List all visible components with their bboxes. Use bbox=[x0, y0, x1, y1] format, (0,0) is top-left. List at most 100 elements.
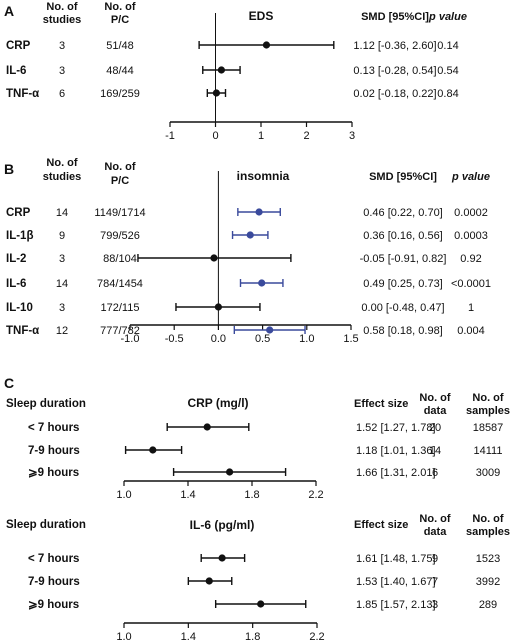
point-estimate bbox=[266, 326, 274, 334]
row-label: < 7 hours bbox=[28, 422, 79, 434]
row-studies: 3 bbox=[59, 302, 65, 314]
row-label: < 7 hours bbox=[28, 553, 79, 565]
header-pc-line1: No. of bbox=[104, 161, 135, 173]
row-studies: 12 bbox=[56, 325, 68, 337]
panel-label: A bbox=[4, 3, 14, 19]
row-pc: 799/526 bbox=[100, 230, 140, 242]
header-smd: SMD [95%CI] bbox=[369, 171, 437, 183]
row-smd-ci: 0.00 [-0.48, 0.47] bbox=[361, 302, 444, 314]
x-tick-label: 1.4 bbox=[181, 631, 196, 642]
row-pc: 51/48 bbox=[106, 40, 134, 52]
x-tick-label: 1.0 bbox=[116, 489, 131, 501]
row-studies: 14 bbox=[56, 207, 68, 219]
row-effect-size: 1.52 [1.27, 1.78] bbox=[356, 422, 436, 434]
row-n-data: 20 bbox=[429, 422, 441, 434]
row-studies: 3 bbox=[59, 40, 65, 52]
row-label: TNF-α bbox=[6, 325, 39, 337]
x-tick-label: 1.0 bbox=[299, 333, 314, 345]
x-tick-label: 1.4 bbox=[180, 489, 195, 501]
row-studies: 6 bbox=[59, 88, 65, 100]
row-smd-ci: 1.12 [-0.36, 2.60] bbox=[353, 40, 436, 52]
row-pc: 784/1454 bbox=[97, 278, 143, 290]
row-n-samples: 18587 bbox=[473, 422, 504, 434]
row-n-data: 14 bbox=[429, 445, 441, 457]
x-tick-label: 2.2 bbox=[308, 489, 323, 501]
row-n-samples: 289 bbox=[479, 599, 497, 611]
row-pc: 172/115 bbox=[101, 302, 140, 314]
x-tick-label: 1.8 bbox=[244, 489, 259, 501]
point-estimate bbox=[218, 554, 226, 562]
header-studies-line1: No. of bbox=[46, 157, 77, 169]
header-p-value: p value bbox=[451, 171, 490, 183]
row-p-value: 0.004 bbox=[457, 325, 485, 337]
header-sleep-duration: Sleep duration bbox=[6, 519, 86, 531]
point-estimate bbox=[255, 208, 263, 216]
x-tick-label: 2 bbox=[303, 130, 309, 142]
row-n-samples: 3992 bbox=[476, 576, 500, 588]
row-label: IL-2 bbox=[6, 253, 26, 265]
header-pc-line1: No. of bbox=[104, 1, 135, 13]
row-label: IL-1β bbox=[6, 230, 33, 242]
row-n-data: 6 bbox=[432, 467, 438, 479]
x-tick-label: 0 bbox=[212, 130, 218, 142]
row-label: 7-9 hours bbox=[28, 445, 80, 457]
row-label: IL-6 bbox=[6, 65, 26, 77]
row-label: CRP bbox=[6, 40, 31, 52]
panel-title: CRP (mg/l) bbox=[187, 396, 248, 410]
point-estimate bbox=[203, 423, 211, 431]
row-label: ⩾9 hours bbox=[28, 599, 79, 611]
header-nsamples-line1: No. of bbox=[472, 392, 503, 404]
x-tick-label: 0.0 bbox=[211, 333, 226, 345]
row-n-data: 7 bbox=[432, 576, 438, 588]
header-nsamples-line1: No. of bbox=[472, 513, 503, 525]
row-p-value: 1 bbox=[468, 302, 474, 314]
row-n-samples: 3009 bbox=[476, 467, 500, 479]
row-studies: 14 bbox=[56, 278, 68, 290]
row-smd-ci: 0.46 [0.22, 0.70] bbox=[363, 207, 443, 219]
row-smd-ci: 0.36 [0.16, 0.56] bbox=[363, 230, 443, 242]
row-pc: 48/44 bbox=[106, 65, 134, 77]
x-tick-label: 1.5 bbox=[343, 333, 358, 345]
row-pc: 1149/1714 bbox=[94, 207, 145, 219]
point-estimate bbox=[226, 468, 234, 476]
forest-panel-C: C CRP (mg/l) Sleep duration Effect size No. … bbox=[4, 375, 510, 501]
row-smd-ci: 0.49 [0.25, 0.73] bbox=[363, 278, 443, 290]
panel-label: B bbox=[4, 161, 14, 177]
point-estimate bbox=[257, 600, 265, 608]
row-label: IL-10 bbox=[6, 302, 33, 314]
x-tick-label: 1 bbox=[258, 130, 264, 142]
header-ndata-line2: data bbox=[424, 405, 448, 417]
header-nsamples-line2: samples bbox=[466, 526, 510, 538]
row-effect-size: 1.53 [1.40, 1.67] bbox=[356, 576, 436, 588]
header-effect-size: Effect size bbox=[354, 519, 408, 531]
panel-title: EDS bbox=[249, 9, 274, 23]
row-effect-size: 1.66 [1.31, 2.01] bbox=[356, 467, 436, 479]
header-p-value: p value bbox=[428, 11, 467, 23]
row-n-samples: 1523 bbox=[476, 553, 500, 565]
row-pc: 777/782 bbox=[100, 325, 140, 337]
header-effect-size: Effect size bbox=[354, 398, 408, 410]
row-p-value: <0.0001 bbox=[451, 278, 491, 290]
row-effect-size: 1.61 [1.48, 1.75] bbox=[356, 553, 436, 565]
header-studies-line2: studies bbox=[43, 171, 82, 183]
header-sleep-duration: Sleep duration bbox=[6, 398, 86, 410]
row-p-value: 0.14 bbox=[437, 40, 458, 52]
x-tick-label: -1 bbox=[165, 130, 175, 142]
x-tick-label: 0.5 bbox=[255, 333, 270, 345]
header-pc-line2: P/C bbox=[111, 14, 129, 26]
point-estimate bbox=[214, 303, 222, 311]
row-smd-ci: -0.05 [-0.91, 0.82] bbox=[360, 253, 447, 265]
row-label: 7-9 hours bbox=[28, 576, 80, 588]
row-smd-ci: 0.58 [0.18, 0.98] bbox=[363, 325, 443, 337]
row-n-data: 3 bbox=[432, 599, 438, 611]
row-effect-size: 1.18 [1.01, 1.36] bbox=[356, 445, 436, 457]
point-estimate bbox=[246, 231, 254, 239]
point-estimate bbox=[262, 41, 271, 49]
header-ndata-line1: No. of bbox=[419, 513, 450, 525]
panel-title: IL-6 (pg/ml) bbox=[190, 518, 255, 532]
header-ndata-line1: No. of bbox=[419, 392, 450, 404]
row-label: CRP bbox=[6, 207, 31, 219]
row-p-value: 0.0002 bbox=[454, 207, 488, 219]
